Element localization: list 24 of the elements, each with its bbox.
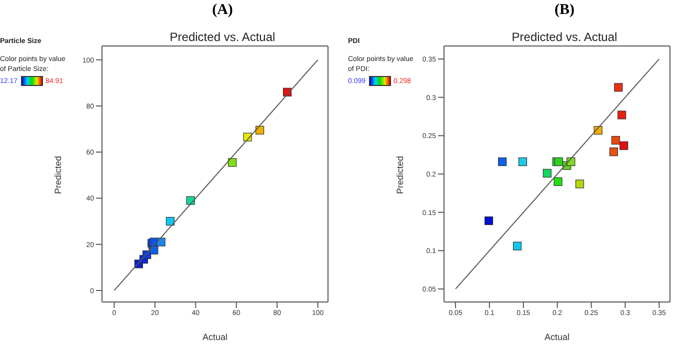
point	[255, 126, 264, 134]
y-axis-title: Predicted	[53, 154, 63, 196]
text: (A)	[211, 2, 234, 19]
point	[166, 216, 175, 226]
point	[618, 110, 626, 120]
x-axis-title: Actual	[202, 332, 228, 342]
point	[554, 177, 562, 186]
point	[611, 136, 620, 145]
point	[498, 157, 507, 166]
x-axis-title: Actual	[544, 332, 570, 342]
point	[609, 147, 618, 156]
point	[484, 216, 494, 226]
point	[542, 168, 552, 178]
y-axis-title: Predicted	[395, 154, 405, 196]
point	[518, 157, 528, 166]
point	[575, 180, 584, 188]
point	[228, 158, 237, 167]
point	[512, 242, 522, 250]
point	[614, 83, 623, 92]
text: (B)	[554, 2, 576, 19]
chart-title: Predicted vs. Actual	[510, 30, 618, 44]
point	[156, 238, 166, 246]
chart-title: Predicted vs. Actual	[168, 30, 276, 44]
point	[620, 141, 628, 150]
